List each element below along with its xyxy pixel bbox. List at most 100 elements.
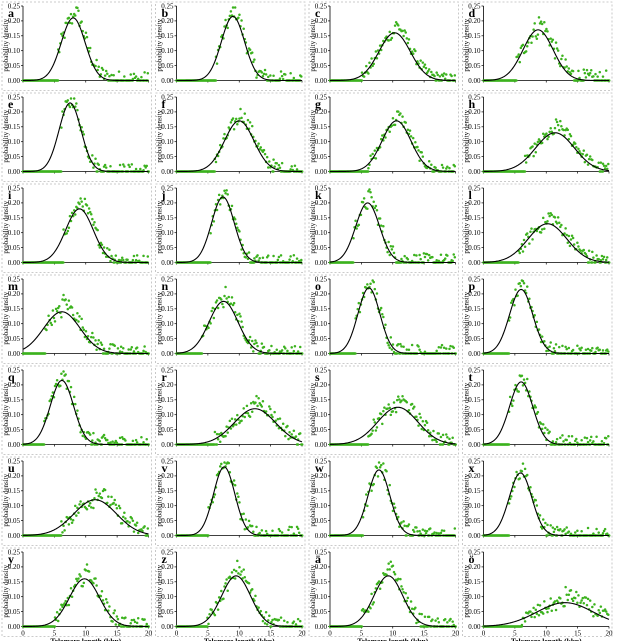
data-point	[296, 350, 300, 353]
data-point	[266, 166, 270, 169]
data-point	[360, 79, 364, 82]
y-tick-label: 0.05	[468, 335, 481, 343]
y-tick-label: 0.10	[8, 47, 21, 55]
data-point	[99, 341, 103, 344]
y-tick-label: 0.25	[161, 184, 174, 192]
data-point	[441, 166, 445, 169]
data-point	[60, 372, 63, 376]
data-point	[289, 72, 292, 75]
data-point	[118, 436, 122, 440]
data-point	[378, 44, 382, 47]
data-point	[42, 443, 46, 446]
y-tick-label: 0.20	[315, 472, 328, 480]
data-point	[539, 231, 543, 234]
panel-frame	[462, 92, 613, 182]
data-point	[98, 246, 102, 249]
data-point	[100, 589, 104, 593]
x-tick-label: 10	[82, 630, 90, 638]
data-point	[215, 443, 219, 446]
data-point	[284, 434, 287, 438]
panel-letter: k	[315, 188, 322, 202]
y-axis-label: probability density	[156, 382, 164, 435]
data-point	[601, 532, 605, 535]
data-point	[85, 507, 89, 511]
data-point	[85, 35, 89, 39]
data-point	[393, 506, 397, 509]
data-point	[530, 227, 533, 230]
y-tick-label: 0.05	[161, 426, 174, 434]
data-point	[549, 127, 552, 130]
data-point	[599, 259, 603, 262]
data-point	[386, 407, 389, 410]
y-tick-label: 0.15	[315, 214, 328, 222]
panel-letter: e	[8, 97, 14, 111]
y-tick-label: 0.20	[8, 17, 21, 25]
data-point	[540, 141, 544, 145]
data-point	[98, 439, 102, 443]
data-point	[395, 398, 399, 402]
data-point	[549, 524, 552, 527]
data-point	[533, 313, 536, 317]
data-point	[294, 435, 298, 438]
y-axis-label: probability density	[156, 473, 164, 526]
data-point	[564, 227, 567, 230]
data-point	[405, 348, 409, 351]
data-point	[370, 432, 373, 435]
data-point	[605, 256, 609, 259]
data-points	[482, 211, 611, 264]
y-axis-label: probability density	[156, 18, 164, 71]
panel-letter: j	[161, 188, 166, 202]
data-point	[101, 68, 105, 71]
data-point	[370, 489, 373, 492]
fit-curve	[329, 406, 456, 445]
data-point	[101, 251, 105, 255]
data-point	[548, 214, 551, 218]
data-point	[585, 436, 589, 440]
data-point	[440, 163, 444, 167]
data-point	[418, 348, 421, 352]
data-point	[263, 68, 267, 72]
data-point	[559, 119, 562, 123]
panel-frame	[155, 92, 306, 182]
data-point	[579, 249, 582, 252]
fit-curve	[330, 120, 456, 173]
data-point	[226, 193, 229, 196]
data-point	[562, 440, 565, 443]
data-point	[79, 197, 82, 200]
data-point	[392, 401, 396, 404]
y-axis-label: probability density	[156, 291, 164, 344]
data-point	[532, 154, 535, 158]
data-point	[222, 305, 225, 309]
data-point	[236, 226, 239, 229]
data-point	[129, 348, 132, 351]
data-point	[103, 488, 107, 492]
data-point	[135, 441, 139, 444]
data-point	[548, 430, 551, 434]
panel-frame	[155, 183, 306, 273]
data-point	[577, 69, 580, 73]
panel-letter: z	[162, 552, 168, 566]
data-point	[553, 527, 557, 531]
data-point	[546, 534, 549, 537]
data-point	[546, 428, 549, 432]
data-point	[597, 531, 600, 534]
data-point	[78, 573, 81, 576]
y-tick-label: 0.00	[468, 168, 481, 176]
data-point	[59, 534, 63, 537]
y-tick-label: 0.10	[468, 138, 481, 146]
data-point	[72, 395, 76, 399]
data-point	[116, 617, 120, 621]
data-point	[113, 261, 116, 264]
data-point	[129, 621, 132, 625]
data-point	[207, 534, 210, 537]
data-point	[142, 441, 145, 444]
y-tick-label: 0.25	[8, 366, 21, 374]
data-point	[225, 425, 228, 428]
data-point	[275, 162, 279, 165]
y-axis-label: probability density	[463, 18, 471, 71]
data-point	[261, 256, 265, 260]
data-point	[207, 622, 210, 626]
y-tick-label: 0.20	[315, 290, 328, 298]
